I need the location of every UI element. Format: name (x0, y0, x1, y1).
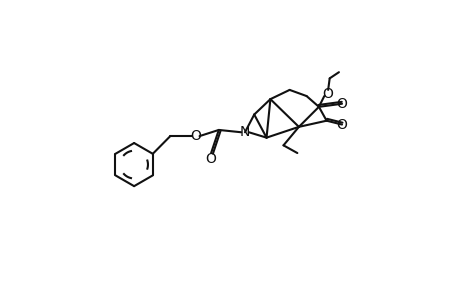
Text: O: O (336, 97, 347, 111)
Text: O: O (322, 87, 333, 101)
Text: O: O (190, 129, 201, 143)
Text: O: O (336, 118, 347, 131)
Text: O: O (204, 152, 215, 166)
Text: N: N (239, 125, 250, 139)
